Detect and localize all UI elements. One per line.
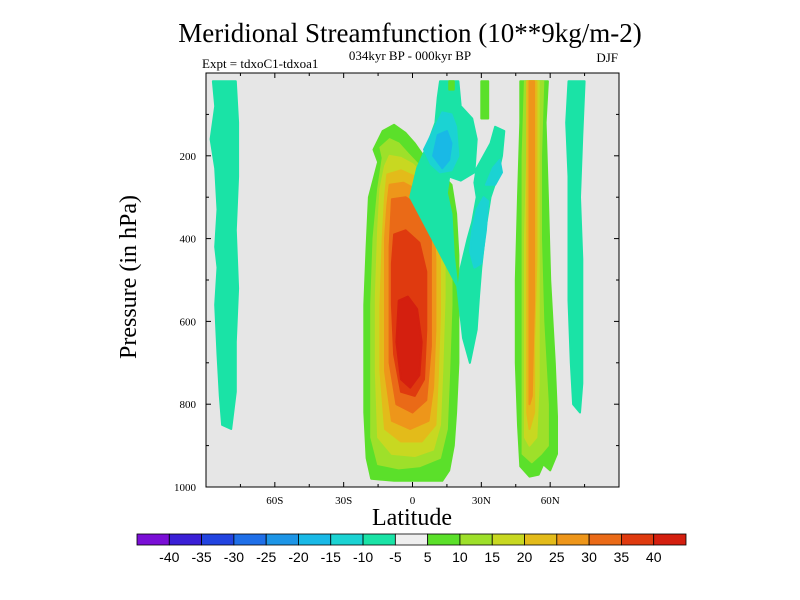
colorbar-level-label: -5 [389, 549, 402, 565]
colorbar-swatch [330, 533, 364, 546]
colorbar-swatch [556, 533, 590, 546]
colorbar-swatch [233, 533, 267, 546]
y-axis: 200 400 600 800 1000 [174, 113, 619, 494]
colorbar-level-label: -10 [353, 549, 373, 565]
y-tick-label: 600 [180, 316, 197, 328]
colorbar-level-label: -40 [159, 549, 179, 565]
x-tick-label: 0 [410, 495, 416, 507]
colorbar-swatch [491, 533, 525, 546]
y-tick-label: 800 [180, 399, 197, 411]
colorbar-swatch [298, 533, 332, 546]
contour-top-green-a [448, 80, 455, 91]
contour-southern-neg-band [209, 80, 240, 430]
colorbar-level-label: -15 [321, 549, 341, 565]
colorbar-level-label: 35 [614, 549, 630, 565]
x-tick-label: 30N [472, 495, 491, 507]
colorbar-level-label: -30 [224, 549, 244, 565]
x-axis: 60S 30S 0 30N 60N [239, 73, 586, 507]
colorbar-swatch [265, 533, 299, 546]
season-label: DJF [596, 50, 618, 65]
colorbar-level-label: 40 [646, 549, 662, 565]
colorbar-swatch [136, 533, 170, 546]
contour-north-pos-l5 [528, 80, 536, 406]
x-tick-label: 30S [335, 495, 352, 507]
colorbar-swatch [653, 533, 687, 546]
colorbar-swatch [362, 533, 396, 546]
colorbar-level-label: 5 [424, 549, 432, 565]
contour-neg-mid-b [468, 196, 490, 269]
contour-tropical-pos-l8 [395, 295, 423, 389]
colorbar-level-label: -20 [288, 549, 308, 565]
colorbar-swatch [168, 533, 202, 546]
colorbar-swatch [524, 533, 558, 546]
colorbar-swatch [427, 533, 461, 546]
y-tick-label: 400 [180, 234, 197, 246]
colorbar-level-label: 10 [452, 549, 468, 565]
x-tick-label: 60N [541, 495, 560, 507]
colorbar-swatch [459, 533, 493, 546]
contour-top-green-b [480, 80, 490, 120]
contour-fields [209, 80, 586, 482]
chart-title: Meridional Streamfunction (10**9kg/m-2) [178, 18, 641, 48]
y-tick-label: 200 [180, 151, 197, 163]
colorbar-swatch [621, 533, 655, 546]
colorbar-swatch [394, 533, 429, 546]
contour-north-neg-band [565, 80, 586, 414]
colorbar-level-label: 15 [484, 549, 500, 565]
colorbar-level-label: -35 [191, 549, 211, 565]
colorbar-level-label: 25 [549, 549, 565, 565]
experiment-label: Expt = tdxoC1-tdxoa1 [202, 56, 318, 71]
colorbar-level-label: 30 [581, 549, 597, 565]
colorbar: -40 -35 -30 -25 -20 -15 -10 -5 5 10 15 20 25 30 35 40 [136, 533, 687, 565]
colorbar-level-label: -25 [256, 549, 276, 565]
plot-area [205, 72, 620, 488]
x-tick-label: 60S [266, 495, 283, 507]
time-range-label: 034kyr BP - 000kyr BP [349, 48, 471, 63]
x-axis-label: Latitude [372, 505, 452, 531]
colorbar-swatch [201, 533, 235, 546]
contour-neg-mid-c [484, 158, 503, 186]
y-tick-label: 1000 [174, 482, 197, 494]
colorbar-level-label: 20 [517, 549, 533, 565]
colorbar-swatch [588, 533, 622, 546]
y-axis-label: Pressure (in hPa) [116, 195, 142, 359]
contour-neg-strong [432, 130, 453, 170]
